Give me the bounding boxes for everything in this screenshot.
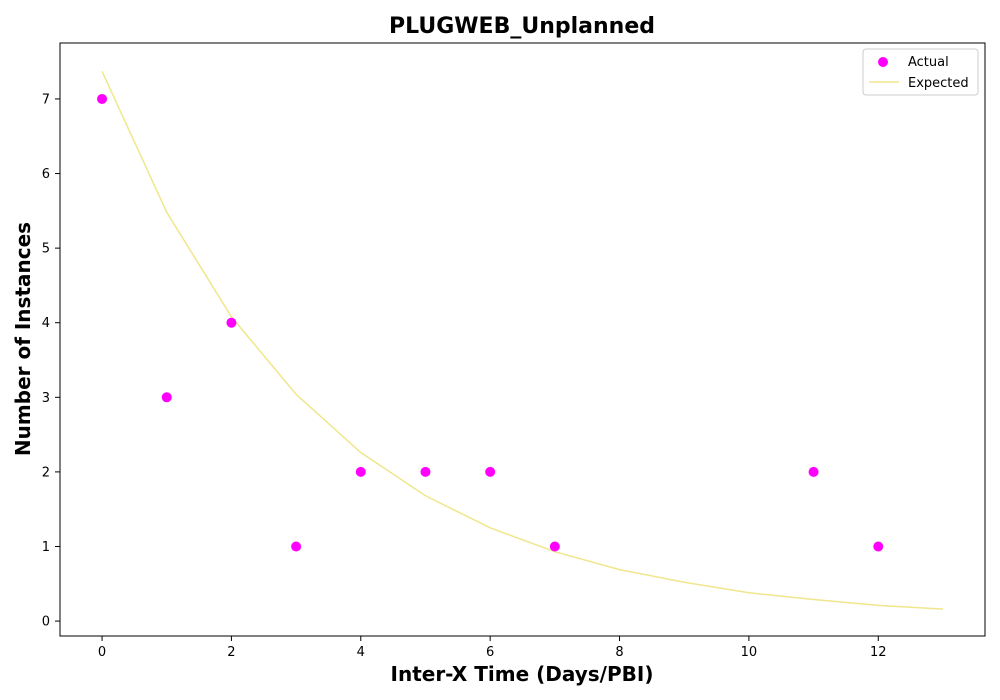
y-tick-label: 3 bbox=[42, 391, 50, 406]
actual-point bbox=[809, 467, 819, 477]
x-tick-label: 12 bbox=[870, 645, 887, 660]
y-tick-label: 4 bbox=[42, 316, 50, 331]
actual-point bbox=[485, 467, 495, 477]
y-axis-label: Number of Instances bbox=[11, 222, 35, 456]
actual-point bbox=[97, 94, 107, 104]
legend: Actual Expected bbox=[863, 49, 978, 95]
x-tick-label: 6 bbox=[486, 645, 494, 660]
actual-point bbox=[226, 318, 236, 328]
x-tick-label: 2 bbox=[227, 645, 235, 660]
actual-point bbox=[356, 467, 366, 477]
actual-point bbox=[291, 541, 301, 551]
x-tick-label: 10 bbox=[741, 645, 758, 660]
y-tick-label: 6 bbox=[42, 167, 50, 182]
x-tick-label: 4 bbox=[357, 645, 365, 660]
y-tick-label: 5 bbox=[42, 242, 50, 257]
y-tick-label: 2 bbox=[42, 465, 50, 480]
y-tick-label: 1 bbox=[42, 540, 50, 555]
chart-title: PLUGWEB_Unplanned bbox=[389, 14, 655, 39]
actual-point bbox=[550, 541, 560, 551]
y-tick-label: 0 bbox=[42, 615, 50, 630]
legend-label-actual: Actual bbox=[908, 55, 949, 70]
x-tick-label: 0 bbox=[98, 645, 106, 660]
x-tick-label: 8 bbox=[615, 645, 623, 660]
actual-point bbox=[873, 541, 883, 551]
actual-point bbox=[162, 392, 172, 402]
legend-label-expected: Expected bbox=[908, 76, 969, 91]
x-axis-label: Inter-X Time (Days/PBI) bbox=[391, 662, 654, 686]
legend-marker-actual bbox=[878, 57, 888, 67]
actual-point bbox=[420, 467, 430, 477]
y-tick-label: 7 bbox=[42, 92, 50, 107]
